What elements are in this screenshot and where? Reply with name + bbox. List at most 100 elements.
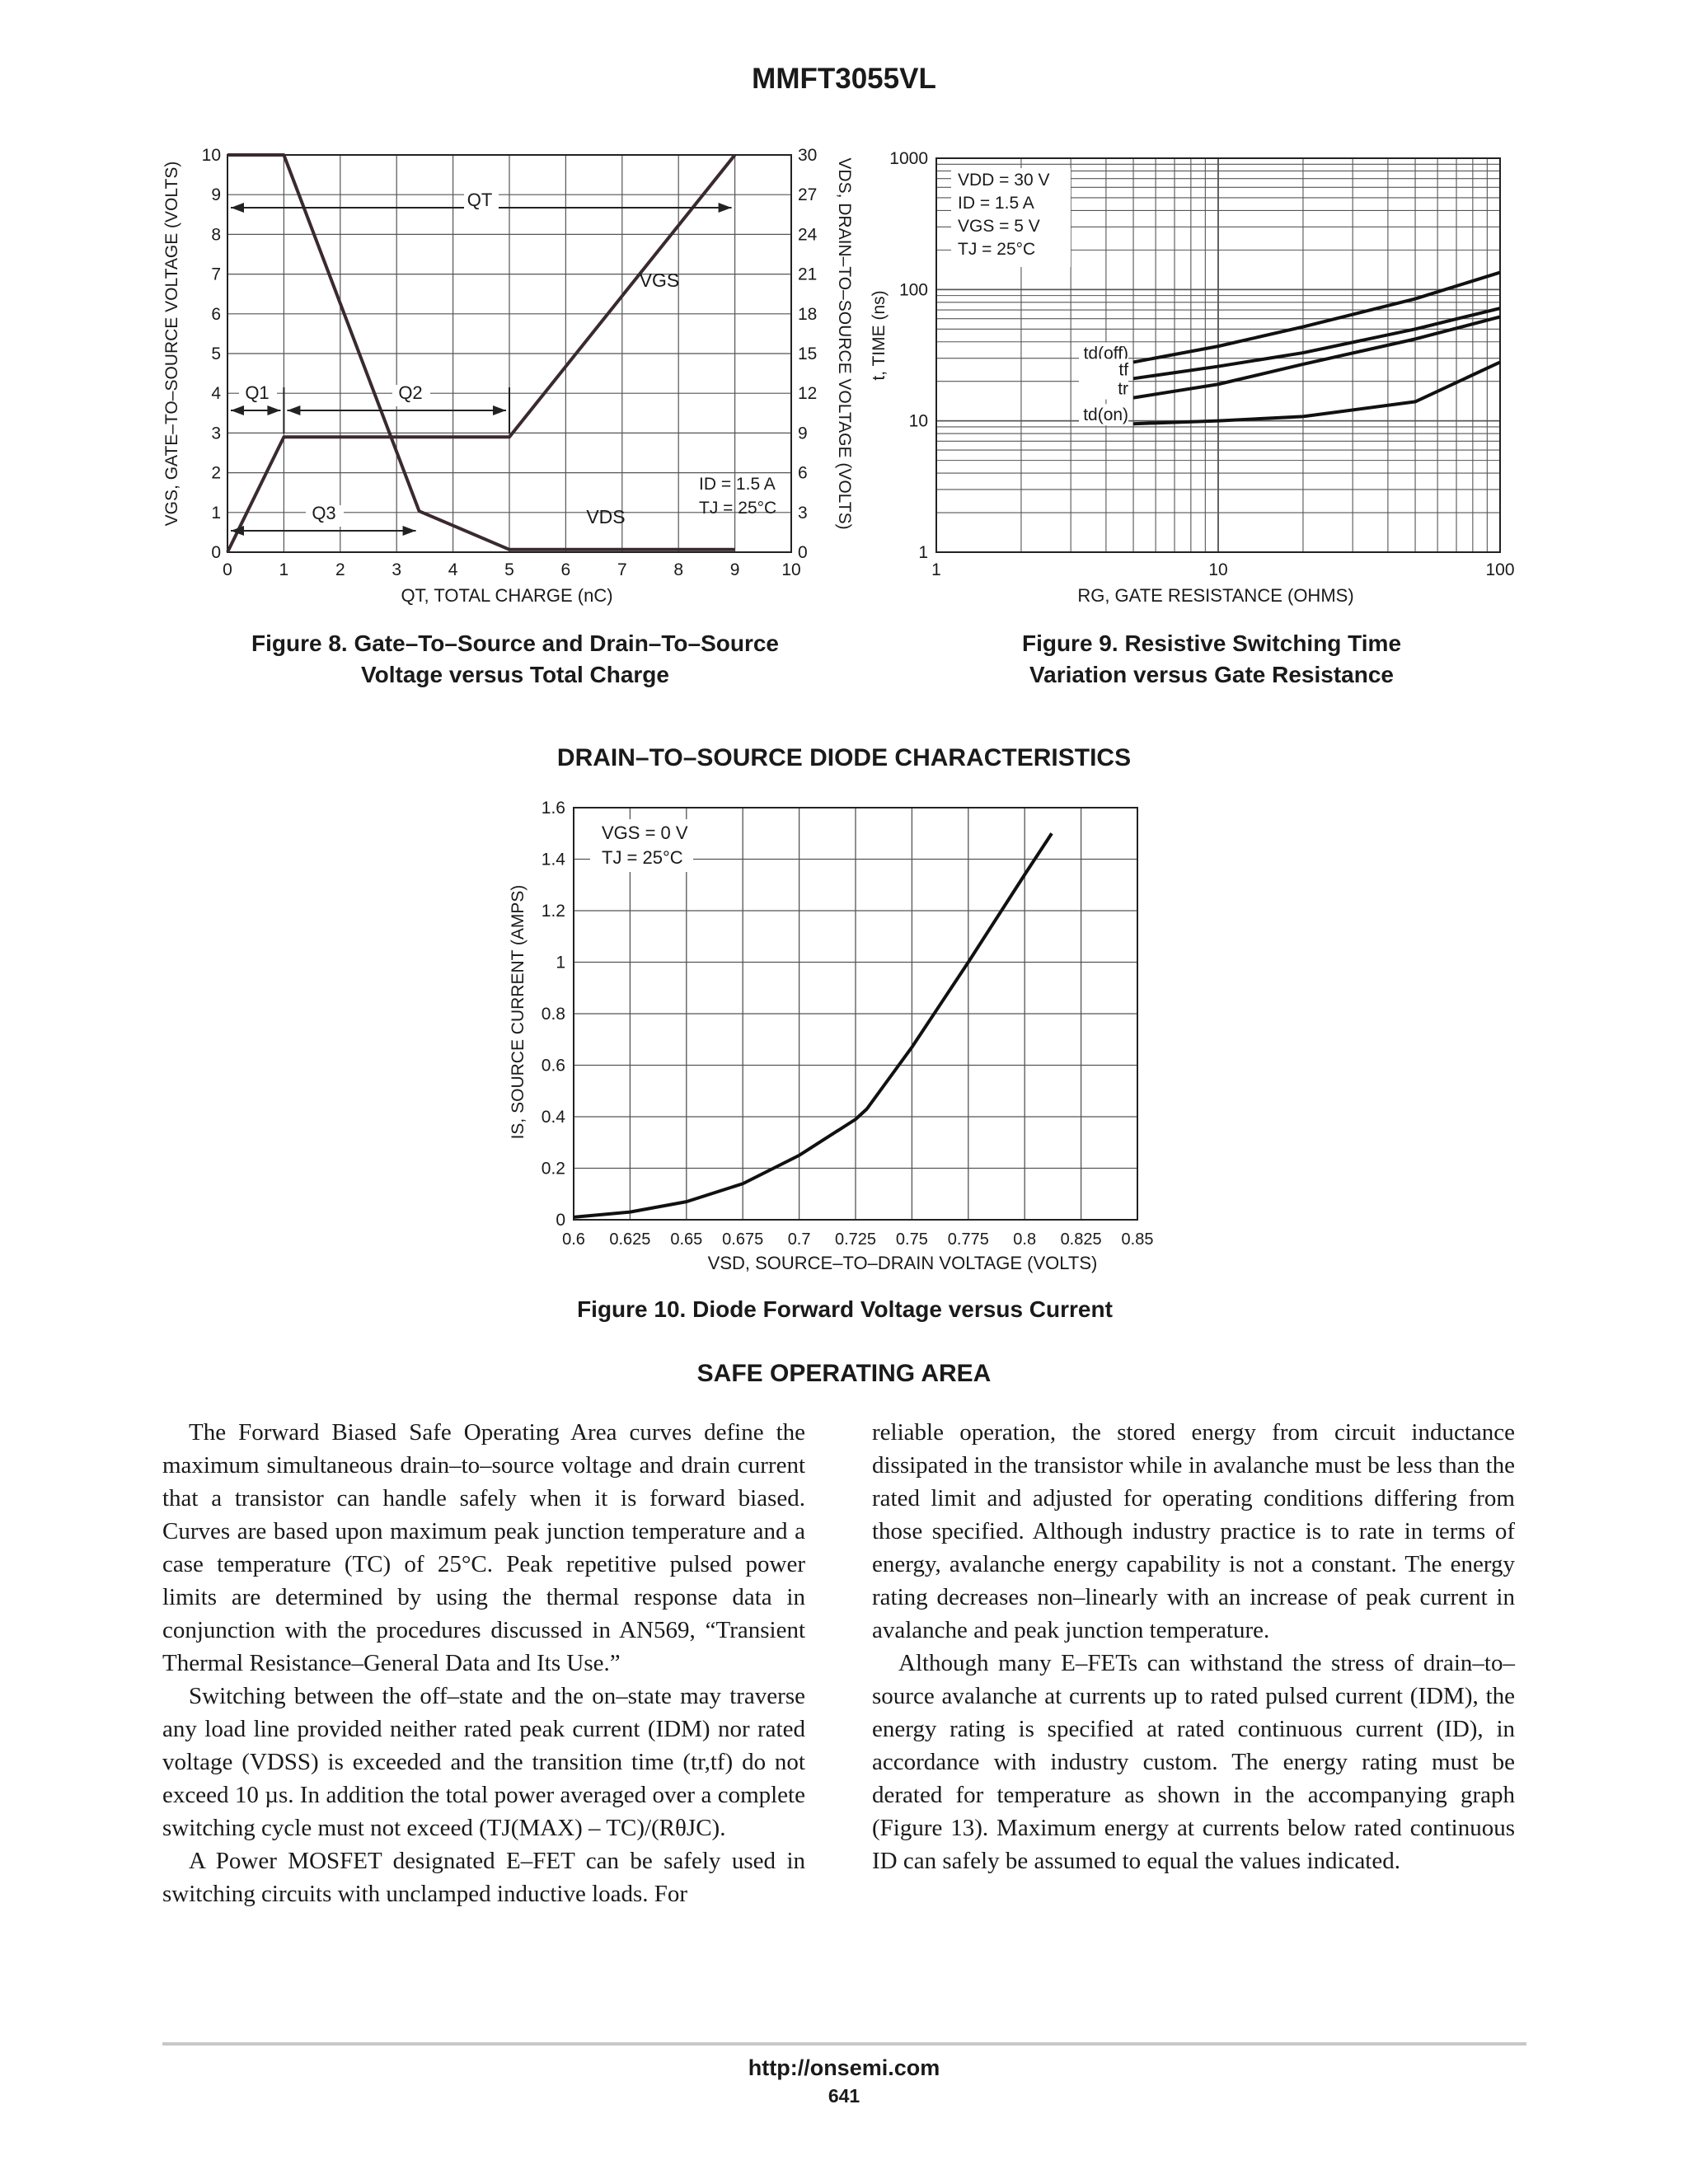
x-tick-label: 1 — [931, 560, 941, 579]
y-tick-label: 0.4 — [542, 1108, 566, 1127]
label-knockout — [464, 191, 499, 213]
figure-8-chart: 0 1 2 3 4 5 6 7 8 9 10 0 1 2 3 4 5 6 7 8 9 10 0 3 6 9 12 15 18 21 24 27… — [148, 140, 874, 626]
q2-label: Q2 — [398, 382, 422, 403]
series-line-tdoff — [1132, 270, 1501, 364]
y2-tick-label: 9 — [798, 424, 808, 443]
x-tick-label: 7 — [617, 560, 627, 579]
x-tick-label: 5 — [504, 560, 514, 579]
y-tick-label: 10 — [202, 146, 221, 165]
y-tick-label: 0 — [556, 1211, 565, 1230]
y-tick-label: 1 — [918, 543, 928, 562]
figure-8-ylabel-right: VDS, DRAIN–TO–SOURCE VOLTAGE (VOLTS) — [835, 157, 854, 529]
soa-paragraph: Although many E–FETs can withstand the s… — [872, 1650, 1515, 1874]
x-tick-label: 4 — [448, 560, 458, 579]
series-line-vgs — [226, 153, 737, 553]
soa-paragraph: Switching between the off–state and the … — [162, 1683, 805, 1841]
y2-tick-label: 6 — [798, 464, 808, 483]
label-knockout — [239, 385, 277, 406]
figure-8-ylabel-left: VGS, GATE–TO–SOURCE VOLTAGE (VOLTS) — [162, 162, 181, 527]
y-tick-label: 0.2 — [542, 1160, 565, 1179]
soa-right-column: reliable operation, the stored energy fr… — [872, 1416, 1515, 1877]
x-tick-label: 0.7 — [788, 1230, 811, 1249]
qt-label: QT — [467, 190, 493, 210]
plot-frame — [227, 154, 792, 553]
q1-label: Q1 — [245, 382, 269, 403]
qt-arrow-head-left — [231, 203, 244, 213]
figure-10-ylabel: IS, SOURCE CURRENT (AMPS) — [509, 885, 528, 1140]
x-tick-label: 3 — [392, 560, 401, 579]
y-tick-label: 7 — [211, 265, 221, 284]
x-tick-label: 6 — [561, 560, 571, 579]
figure-10-caption: Figure 10. Diode Forward Voltage versus … — [577, 1296, 1113, 1322]
x-tick-label: 0.825 — [1061, 1230, 1102, 1249]
y2-tick-label: 21 — [798, 265, 817, 284]
x-tick-label: 10 — [1208, 560, 1227, 579]
x-tick-label: 0.85 — [1122, 1230, 1154, 1249]
x-tick-label: 100 — [1485, 560, 1514, 579]
plot-frame — [573, 807, 1138, 1221]
q3-label: Q3 — [312, 503, 335, 523]
y-tick-label: 4 — [211, 384, 221, 403]
q1-arrow-head-right — [267, 405, 281, 415]
y2-tick-label: 15 — [798, 344, 817, 363]
y-tick-label: 10 — [909, 412, 928, 431]
x-tick-label: 2 — [335, 560, 345, 579]
x-tick-label: 0.65 — [670, 1230, 702, 1249]
y-tick-label: 100 — [899, 280, 928, 299]
y-tick-label: 0.8 — [542, 1005, 565, 1024]
series-line-tf — [1132, 307, 1501, 381]
x-tick-label: 9 — [730, 560, 740, 579]
figure-8-caption-line2: Voltage versus Total Charge — [361, 662, 669, 687]
figure-9-condition-tj: TJ = 25°C — [958, 240, 1035, 259]
figure-8-svg: 0 1 2 3 4 5 6 7 8 9 100123456789100369121518212427… — [162, 146, 854, 606]
series-label-tdoff: td(off) — [1084, 344, 1128, 363]
label-knockout — [392, 385, 430, 406]
y2-tick-label: 12 — [798, 384, 817, 403]
figure-9-xlabel: RG, GATE RESISTANCE (OHMS) — [1077, 585, 1353, 606]
label-knockout — [1079, 404, 1129, 426]
figure-9-condition-vgs: VGS = 5 V — [958, 217, 1040, 236]
label-knockout — [1079, 377, 1129, 400]
y2-tick-label: 30 — [798, 146, 817, 165]
y-tick-label: 8 — [211, 225, 221, 244]
x-tick-label: 0.75 — [896, 1230, 928, 1249]
y-tick-label: 6 — [211, 305, 221, 324]
x-tick-label: 0.625 — [609, 1230, 650, 1249]
y-tick-label: 3 — [211, 424, 221, 443]
conditions-knockout — [951, 168, 1071, 267]
soa-left-column: The Forward Biased Safe Operating Area c… — [162, 1416, 805, 1910]
vgs-label: VGS — [640, 269, 680, 291]
figure-10-condition-vgs: VGS = 0 V — [602, 823, 688, 843]
series-label-tdon: td(on) — [1083, 405, 1128, 424]
y-tick-label: 1.6 — [542, 799, 565, 818]
y-tick-label: 9 — [211, 185, 221, 204]
figure-10-xlabel: VSD, SOURCE–TO–DRAIN VOLTAGE (VOLTS) — [708, 1253, 1098, 1273]
figure-9-condition-vdd: VDD = 30 V — [958, 171, 1049, 190]
series-label-tr: tr — [1118, 380, 1128, 399]
soa-paragraph: A Power MOSFET designated E–FET can be s… — [162, 1848, 805, 1907]
label-knockout — [1079, 359, 1129, 381]
y2-tick-label: 0 — [798, 543, 808, 562]
soa-paragraph: reliable operation, the stored energy fr… — [872, 1419, 1515, 1643]
y-tick-label: 0.6 — [542, 1057, 565, 1076]
y2-tick-label: 24 — [798, 225, 818, 244]
y-tick-label: 1 — [211, 504, 221, 523]
y-tick-label: 1000 — [889, 149, 928, 168]
figure-9-caption-line1: Figure 9. Resistive Switching Time — [1021, 630, 1402, 656]
q3-arrow-head-left — [231, 526, 244, 536]
x-tick-label: 0.6 — [562, 1230, 585, 1249]
plot-frame — [935, 157, 1501, 553]
figure-9-caption-line2: Variation versus Gate Resistance — [1029, 662, 1394, 687]
y2-tick-label: 27 — [798, 185, 817, 204]
y-tick-label: 1.2 — [542, 902, 565, 921]
figure-8-caption: Figure 8. Gate–To–Source and Drain–To–So… — [206, 628, 824, 691]
y2-tick-label: 18 — [798, 305, 817, 324]
x-tick-label: 0.775 — [948, 1230, 989, 1249]
q2-arrow-head-left — [287, 405, 301, 415]
footer-url: http://onsemi.com — [748, 2055, 940, 2080]
series-line-vds — [227, 153, 735, 551]
id-condition: ID = 1.5 A — [699, 475, 776, 494]
page-number: 641 — [828, 2085, 860, 2107]
x-tick-label: 0.725 — [835, 1230, 876, 1249]
figure-10-condition-tj: TJ = 25°C — [602, 847, 683, 868]
